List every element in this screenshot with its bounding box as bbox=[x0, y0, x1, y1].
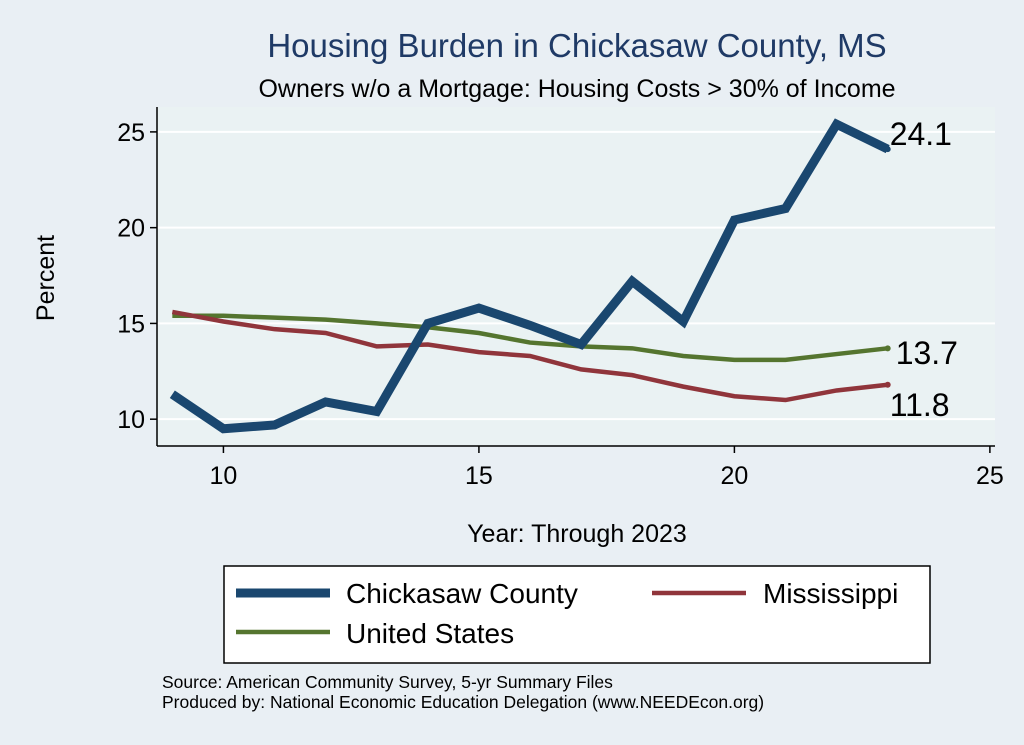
y-tick-label-10: 10 bbox=[117, 406, 145, 434]
legend-label-united-states: United States bbox=[346, 618, 514, 649]
series-end-point-chickasaw-county bbox=[884, 146, 891, 153]
y-tick-label-20: 20 bbox=[117, 215, 145, 243]
x-tick-label-25: 25 bbox=[976, 462, 1004, 490]
legend-label-chickasaw-county: Chickasaw County bbox=[346, 578, 578, 609]
x-tick-label-15: 15 bbox=[465, 462, 493, 490]
producer-note: Produced by: National Economic Education… bbox=[162, 692, 764, 712]
series-end-point-united-states bbox=[884, 345, 891, 352]
end-label-chickasaw-county: 24.1 bbox=[890, 116, 952, 152]
plot-region bbox=[157, 107, 995, 446]
series-line-united-states bbox=[172, 313, 888, 363]
series-lines bbox=[169, 118, 891, 434]
end-label-mississippi: 11.8 bbox=[890, 387, 950, 423]
end-labels: 24.1 11.8 13.7 bbox=[890, 116, 958, 423]
chart-subtitle: Owners w/o a Mortgage: Housing Costs > 3… bbox=[258, 75, 895, 103]
legend-label-mississippi: Mississippi bbox=[763, 578, 898, 609]
source-note: Source: American Community Survey, 5-yr … bbox=[162, 672, 613, 692]
series-line-chickasaw-county bbox=[169, 118, 890, 434]
chart-title: Housing Burden in Chickasaw County, MS bbox=[267, 27, 886, 64]
y-tick-label-25: 25 bbox=[117, 119, 145, 147]
series-end-point-mississippi bbox=[884, 381, 891, 388]
axes: 10 15 20 25 10 15 20 25 bbox=[117, 107, 1004, 490]
x-tick-label-10: 10 bbox=[210, 462, 238, 490]
end-label-united-states: 13.7 bbox=[896, 335, 958, 371]
legend-box bbox=[223, 565, 931, 664]
x-axis-title: Year: Through 2023 bbox=[467, 520, 687, 548]
y-tick-label-15: 15 bbox=[117, 310, 145, 338]
x-tick-label-20: 20 bbox=[720, 462, 748, 490]
series-line-mississippi bbox=[171, 309, 888, 403]
legend: Chickasaw County Mississippi United Stat… bbox=[223, 565, 931, 664]
y-axis-title: Percent bbox=[32, 235, 60, 321]
